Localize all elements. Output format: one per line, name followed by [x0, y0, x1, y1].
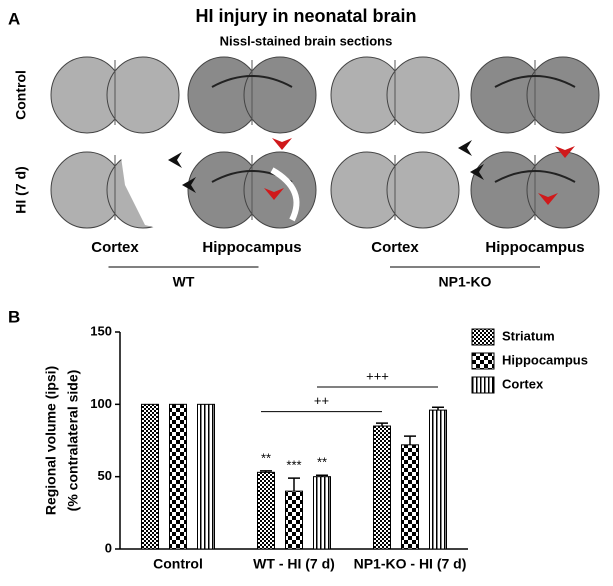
brain-outline [386, 56, 460, 134]
y-axis-label: (% contralateral side) [65, 370, 81, 512]
brain-section [187, 56, 317, 134]
error-bar [404, 435, 416, 445]
group-label: NP1-KO [439, 274, 492, 290]
error-bar [288, 477, 300, 492]
legend-label: Hippocampus [502, 352, 588, 367]
arrowhead [264, 188, 284, 200]
brain-section [330, 151, 460, 229]
bar [197, 403, 215, 550]
figure-subtitle: Nissl-stained brain sections [220, 33, 393, 48]
hippocampus [494, 170, 576, 183]
row-label: Control [13, 70, 29, 120]
arrowhead [168, 152, 182, 168]
row-label: HI (7 d) [13, 166, 29, 213]
legend-swatch [471, 328, 495, 346]
arrowhead [555, 146, 575, 158]
significance: ** [261, 450, 271, 465]
bar [257, 471, 275, 550]
brain-outline [106, 56, 180, 134]
y-tick-label: 0 [105, 540, 112, 555]
lesion [270, 167, 300, 222]
error-bar [432, 406, 444, 411]
lesion [120, 150, 185, 235]
brain-outline [526, 56, 600, 134]
bar [285, 490, 303, 550]
x-tick-label: NP1-KO - HI (7 d) [354, 556, 467, 572]
brain-section [50, 56, 180, 134]
bar [401, 444, 419, 550]
brain-outline [386, 151, 460, 229]
bar [313, 476, 331, 550]
comparison-label: +++ [366, 368, 389, 383]
bar [373, 425, 391, 550]
brain-section [470, 151, 600, 229]
group-label: WT [173, 274, 195, 290]
column-label: Cortex [91, 239, 139, 256]
y-tick-label: 50 [98, 468, 112, 483]
brain-section [330, 56, 460, 134]
column-label: Cortex [371, 239, 419, 256]
comparison-label: ++ [314, 393, 329, 408]
column-label: Hippocampus [202, 239, 301, 256]
error-bar [260, 470, 272, 473]
y-tick-label: 100 [90, 396, 112, 411]
column-label: Hippocampus [485, 239, 584, 256]
x-tick-label: Control [153, 556, 203, 572]
bar [429, 409, 447, 550]
arrowhead [272, 138, 292, 150]
brain-section [187, 151, 317, 229]
arrowhead [182, 177, 196, 193]
arrowhead [470, 164, 484, 180]
brain-images [50, 56, 600, 235]
panel-label: A [8, 9, 20, 28]
significance: ** [317, 455, 327, 470]
brain-outline [243, 56, 317, 134]
arrowhead [538, 193, 558, 205]
y-axis-label: Regional volume (ipsi) [43, 366, 59, 515]
error-bar [316, 474, 328, 477]
brain-outline [526, 151, 600, 229]
legend-swatch [471, 352, 495, 370]
y-tick-label: 150 [90, 323, 112, 338]
legend-label: Cortex [502, 376, 544, 391]
legend-swatch [471, 376, 495, 394]
legend-label: Striatum [502, 328, 555, 343]
brain-section [470, 56, 600, 134]
brain-section [50, 150, 185, 235]
error-bar [376, 422, 388, 427]
hippocampus [494, 75, 576, 88]
panel-label: B [8, 307, 20, 326]
arrowhead [458, 140, 472, 156]
hippocampus [211, 75, 293, 88]
x-tick-label: WT - HI (7 d) [253, 556, 335, 572]
figure-title: HI injury in neonatal brain [195, 6, 416, 26]
significance: *** [286, 458, 301, 473]
bar [141, 403, 159, 550]
bar [169, 403, 187, 550]
